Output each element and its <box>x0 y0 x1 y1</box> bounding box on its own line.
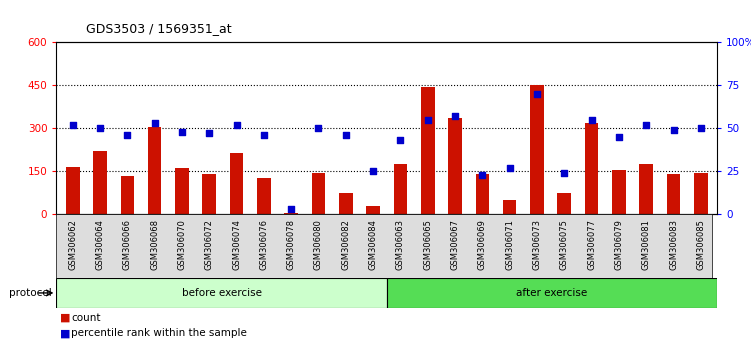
Point <box>531 91 543 97</box>
Text: GSM306073: GSM306073 <box>532 219 541 270</box>
Text: after exercise: after exercise <box>517 288 587 298</box>
Text: percentile rank within the sample: percentile rank within the sample <box>71 329 247 338</box>
Point <box>613 134 625 140</box>
Bar <box>366 206 380 214</box>
Text: GSM306082: GSM306082 <box>341 219 350 270</box>
Point <box>504 165 516 171</box>
Point <box>94 125 106 131</box>
Bar <box>530 85 544 214</box>
Point <box>122 132 134 138</box>
Bar <box>175 169 189 214</box>
Bar <box>66 167 80 214</box>
Text: GSM306077: GSM306077 <box>587 219 596 270</box>
Bar <box>312 173 325 214</box>
Bar <box>612 170 626 214</box>
Bar <box>503 200 517 214</box>
Point <box>449 114 461 119</box>
Text: GSM306084: GSM306084 <box>369 219 378 270</box>
Point <box>367 169 379 174</box>
Bar <box>257 178 270 214</box>
Text: before exercise: before exercise <box>182 288 261 298</box>
Point <box>668 127 680 133</box>
Text: GSM306075: GSM306075 <box>559 219 569 270</box>
Point <box>339 132 351 138</box>
Point <box>394 137 406 143</box>
Bar <box>148 127 161 214</box>
Bar <box>557 193 571 214</box>
Point <box>312 125 324 131</box>
Point <box>149 120 161 126</box>
Bar <box>230 153 243 214</box>
Text: GSM306081: GSM306081 <box>641 219 650 270</box>
Point <box>204 131 216 136</box>
Point <box>285 206 297 212</box>
Text: ■: ■ <box>60 313 71 323</box>
Point <box>558 170 570 176</box>
Point <box>231 122 243 128</box>
Bar <box>448 118 462 214</box>
Text: GSM306066: GSM306066 <box>123 219 132 270</box>
Text: GSM306085: GSM306085 <box>696 219 705 270</box>
Text: ■: ■ <box>60 329 71 338</box>
Bar <box>120 176 134 214</box>
Point <box>640 122 652 128</box>
Bar <box>56 278 387 308</box>
Text: GSM306065: GSM306065 <box>424 219 433 270</box>
Point <box>586 117 598 122</box>
Bar <box>387 278 717 308</box>
Text: count: count <box>71 313 101 323</box>
Text: GSM306063: GSM306063 <box>396 219 405 270</box>
Text: GSM306064: GSM306064 <box>95 219 104 270</box>
Text: GSM306078: GSM306078 <box>287 219 296 270</box>
Text: GSM306071: GSM306071 <box>505 219 514 270</box>
Text: protocol: protocol <box>9 288 55 298</box>
Text: GSM306067: GSM306067 <box>451 219 460 270</box>
Bar <box>339 193 353 214</box>
Bar <box>667 174 680 214</box>
Bar <box>421 87 435 214</box>
Text: GSM306069: GSM306069 <box>478 219 487 270</box>
Bar <box>285 213 298 214</box>
Text: GSM306068: GSM306068 <box>150 219 159 270</box>
Text: GSM306076: GSM306076 <box>259 219 268 270</box>
Point <box>176 129 188 135</box>
Text: GDS3503 / 1569351_at: GDS3503 / 1569351_at <box>86 22 232 35</box>
Bar <box>93 151 107 214</box>
Point <box>422 117 434 122</box>
Text: GSM306074: GSM306074 <box>232 219 241 270</box>
Text: GSM306079: GSM306079 <box>614 219 623 270</box>
Text: GSM306062: GSM306062 <box>68 219 77 270</box>
Bar <box>203 174 216 214</box>
Bar <box>475 174 489 214</box>
Bar <box>585 122 599 214</box>
Bar <box>639 164 653 214</box>
Point <box>67 122 79 128</box>
Point <box>476 172 488 177</box>
Point <box>258 132 270 138</box>
Bar <box>394 164 407 214</box>
Bar <box>694 173 707 214</box>
Text: GSM306080: GSM306080 <box>314 219 323 270</box>
Text: GSM306070: GSM306070 <box>177 219 186 270</box>
Text: GSM306083: GSM306083 <box>669 219 678 270</box>
Point <box>695 125 707 131</box>
Text: GSM306072: GSM306072 <box>205 219 214 270</box>
